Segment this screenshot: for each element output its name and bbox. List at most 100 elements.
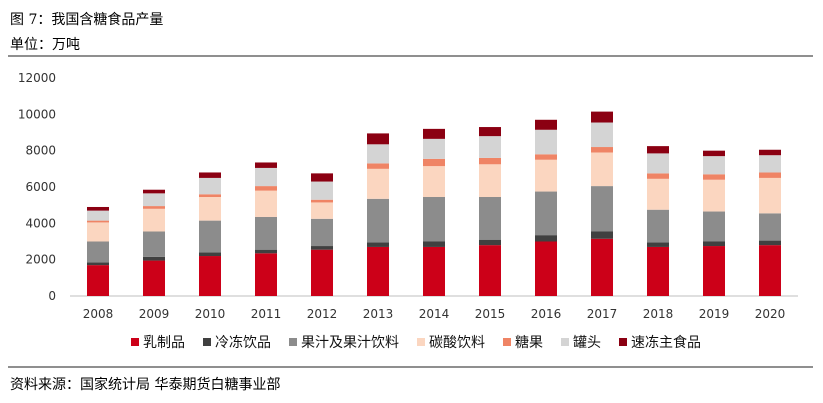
bar-segment — [591, 186, 613, 232]
bar-segment — [423, 128, 445, 139]
legend-label: 乳制品 — [143, 335, 185, 351]
bar-segment — [479, 239, 501, 246]
bar-segment — [143, 231, 165, 257]
x-tick-label: 2013 — [363, 307, 394, 321]
bar-segment — [703, 150, 725, 157]
bar-segment — [759, 177, 781, 214]
bar-segment — [255, 249, 277, 254]
legend-label: 碳酸饮料 — [429, 335, 485, 351]
bar-segment — [199, 220, 221, 253]
legend-label: 果汁及果汁饮料 — [301, 335, 399, 351]
bar-segment — [255, 253, 277, 296]
bar-segment — [311, 173, 333, 182]
y-tick-label: 10000 — [18, 107, 56, 121]
x-tick-label: 2019 — [699, 307, 730, 321]
x-tick-label: 2008 — [83, 307, 114, 321]
x-tick-label: 2011 — [251, 307, 282, 321]
bar-segment — [367, 198, 389, 243]
bar-segment — [479, 127, 501, 137]
bar-segment — [647, 178, 669, 210]
bar-segment — [87, 222, 109, 242]
legend-swatch — [203, 338, 211, 346]
bar-segment — [703, 241, 725, 247]
chart-title: 图 7：我国含糖食品产量 — [10, 12, 164, 28]
legend-swatch — [503, 338, 511, 346]
legend-label: 速冻主食品 — [631, 334, 701, 351]
bar-segment — [591, 152, 613, 187]
bar-segment — [591, 231, 613, 239]
legend-label: 冷冻饮品 — [215, 334, 271, 351]
bar-segment — [479, 157, 501, 165]
bar-segment — [199, 252, 221, 257]
bar-segment — [87, 241, 109, 263]
bar-segment — [423, 241, 445, 247]
bar-segment — [759, 172, 781, 178]
y-tick-label: 12000 — [18, 71, 56, 85]
bar-segment — [759, 155, 781, 173]
bar-segment — [367, 163, 389, 169]
bar-segment — [479, 196, 501, 240]
bar-segment — [591, 111, 613, 123]
bar-segment — [479, 164, 501, 197]
bar-segment — [647, 209, 669, 243]
bar-segment — [535, 154, 557, 160]
y-tick-label: 2000 — [25, 253, 56, 267]
bar-segment — [591, 122, 613, 148]
legend-swatch — [619, 338, 627, 346]
bar-segment — [311, 246, 333, 250]
bar-segment — [535, 129, 557, 155]
y-tick-label: 0 — [48, 289, 56, 303]
bar-segment — [423, 138, 445, 159]
bar-segment — [535, 191, 557, 236]
bar-segment — [647, 173, 669, 179]
bar-segment — [311, 249, 333, 296]
bar-segment — [87, 262, 109, 266]
bar-segment — [311, 218, 333, 247]
bar-segment — [255, 162, 277, 168]
y-tick-label: 8000 — [25, 144, 56, 158]
bar-segment — [423, 166, 445, 197]
bar-segment — [479, 136, 501, 158]
bar-segment — [255, 186, 277, 191]
bottom-divider — [8, 366, 813, 368]
x-tick-label: 2018 — [643, 307, 674, 321]
bar-segment — [255, 167, 277, 187]
bar-segment — [311, 181, 333, 200]
bar-segment — [143, 208, 165, 232]
bar-segment — [759, 240, 781, 246]
bar-segment — [535, 119, 557, 130]
bar-segment — [311, 199, 333, 203]
bar-segment — [647, 146, 669, 154]
bar-segment — [535, 159, 557, 192]
bar-segment — [311, 202, 333, 219]
stacked-bar-chart: 0 2000 4000 6000 8000 10000 12000 2008 2009 2010 2… — [18, 71, 798, 351]
x-tick-label: 2009 — [139, 307, 170, 321]
bar-segment — [591, 238, 613, 296]
x-tick-label: 2015 — [475, 307, 506, 321]
bar-segment — [759, 149, 781, 156]
top-divider — [8, 55, 813, 57]
bar-segment — [199, 256, 221, 296]
y-tick-label: 6000 — [25, 180, 56, 194]
bar-segment — [143, 189, 165, 194]
legend-label: 罐头 — [573, 335, 601, 351]
x-tick-label: 2014 — [419, 307, 450, 321]
legend-swatch — [417, 338, 425, 346]
bar-segment — [647, 153, 669, 174]
bar-segment — [143, 206, 165, 209]
bar-segment — [423, 196, 445, 242]
legend-swatch — [131, 338, 139, 346]
legend-swatch — [289, 338, 297, 346]
bar-segment — [255, 190, 277, 217]
unit-label: 单位：万吨 — [10, 37, 80, 53]
bar-segment — [703, 211, 725, 242]
bar-segment — [87, 265, 109, 296]
bar-segment — [759, 213, 781, 241]
bar-segment — [703, 156, 725, 175]
bar-segment — [591, 147, 613, 153]
x-tick-label: 2012 — [307, 307, 338, 321]
legend-swatch — [561, 338, 569, 346]
bar-segment — [703, 246, 725, 296]
bar-segment — [647, 242, 669, 247]
bar-segment — [535, 235, 557, 242]
